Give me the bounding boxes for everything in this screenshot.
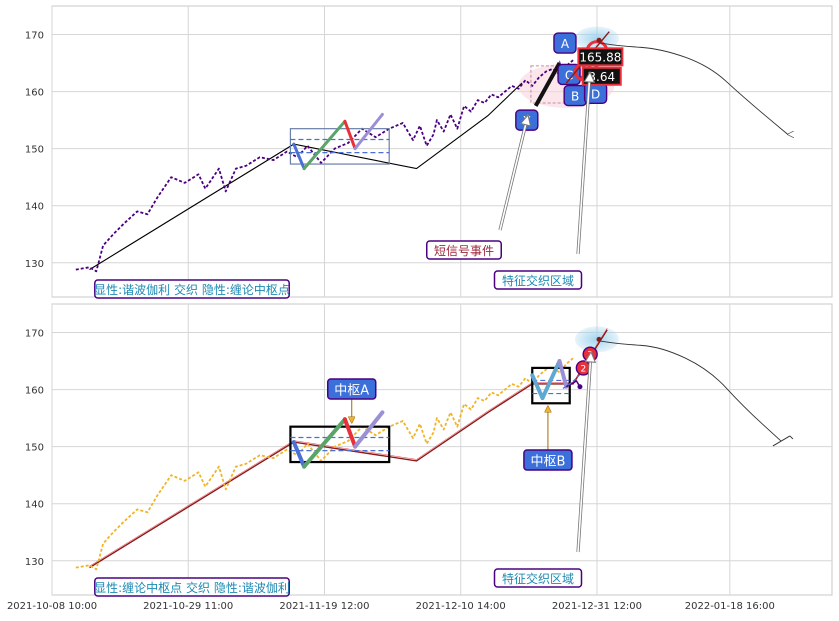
p2-x-tick-label-5: 2022-01-18 16:00 (685, 601, 775, 612)
p1-harmonic-xa (533, 62, 562, 107)
p2-wave-4 (530, 373, 545, 401)
p1-price-line (75, 59, 574, 273)
p1-callout-1-box (577, 47, 624, 67)
p2-x-tick-label-1: 2021-10-29 11:00 (143, 601, 233, 612)
p2-x-tick-label-3: 2021-12-10 14:00 (416, 601, 506, 612)
p2-annotation-zhongshu-b: 中枢B (530, 455, 565, 470)
p2-y-tick-label-2: 150 (25, 443, 44, 454)
p1-arrow-zone-inner (577, 71, 591, 255)
p2-wave-3 (353, 410, 385, 449)
p1-annotation-signal: 短信号事件 (434, 244, 494, 258)
p1-harmonic-point-B: B (571, 90, 579, 104)
p2-annotation-zhongshu-a-box (326, 378, 377, 400)
p2-price-line (75, 357, 574, 571)
p2-annotation-zone: 特征交织区域 (502, 571, 574, 586)
p2-projection-end-cap (772, 435, 791, 447)
bottom-panel-x-ticks: 2021-10-08 10:00 2021-10-29 11:00 2021-11-… (7, 601, 775, 612)
bottom-panel-grid (51, 304, 832, 595)
bottom-panel-y-ticks: 130 140 150 160 170 (25, 329, 44, 568)
p1-callout-value-2: 3.64 (588, 70, 615, 84)
p2-wave-6 (557, 359, 569, 389)
p2-y-tick-label-0: 130 (25, 557, 44, 568)
p1-y-tick-label-4: 170 (25, 31, 44, 42)
p2-annotation-legend: 显性:缠论中枢点 交织 隐性:谐波伽利 (94, 580, 290, 595)
p1-annotation-signal-box (426, 240, 502, 260)
p2-annotation-legend-box (94, 577, 290, 597)
p1-harmonic-point-D: D (591, 87, 600, 101)
p1-trend-line (89, 82, 523, 271)
p2-x-tick-label-2: 2021-11-19 12:00 (279, 601, 369, 612)
p1-annotation-zone-box (493, 270, 583, 290)
p1-wave-3 (353, 112, 384, 151)
p2-projection-curve (600, 340, 782, 442)
p2-wave-1 (302, 417, 347, 469)
p1-wave-1 (302, 119, 347, 171)
p1-y-tick-label-1: 140 (25, 202, 44, 213)
p1-y-tick-label-3: 160 (25, 88, 44, 99)
p1-annotation-zone: 特征交织区域 (502, 273, 574, 288)
p1-wave-2 (343, 119, 357, 151)
p2-y-tick-label-3: 160 (25, 386, 44, 397)
p1-projection-curve (600, 42, 787, 134)
p1-wave-0 (292, 142, 306, 171)
p2-annotation-zhongshu-a: 中枢A (334, 384, 369, 399)
p2-wave-0 (291, 440, 307, 469)
p2-x-tick-label-4: 2021-12-31 12:00 (552, 601, 642, 612)
p2-y-tick-label-4: 170 (25, 329, 44, 340)
p1-y-tick-label-2: 150 (25, 145, 44, 156)
p1-tip-dot (596, 37, 602, 43)
p2-wave-5 (540, 359, 562, 401)
p1-callout-value-1: 165.88 (579, 50, 621, 64)
p1-harmonic-point-A: A (561, 37, 570, 51)
p1-arrow-zone-head (583, 70, 596, 83)
p2-annotation-zone-box (493, 568, 583, 588)
top-panel-y-ticks: 130 140 150 160 170 (25, 31, 44, 270)
p1-y-tick-label-0: 130 (25, 259, 44, 270)
p2-tail-dot (577, 384, 583, 390)
p2-x-tick-label-0: 2021-10-08 10:00 (7, 601, 97, 612)
p2-y-tick-label-1: 140 (25, 500, 44, 511)
p1-harmonic-point-box-1 (553, 32, 577, 54)
p1-annotation-legend: 显性:谐波伽利 交织 隐性:缠论中枢点 (94, 282, 290, 297)
p2-tip-dot (596, 336, 602, 342)
p2-marker-label-2: 2 (580, 364, 586, 374)
p2-arrow-zone-head (584, 350, 597, 363)
p2-wave-2 (342, 417, 358, 449)
p2-projection-end-cap-b (789, 435, 794, 440)
p2-annotation-zhongshu-b-box (523, 449, 573, 471)
p2-arrow-zone-inner (577, 351, 592, 553)
p1-arrow-signal-head (519, 113, 532, 127)
bottom-panel-marks: 23中枢A中枢B特征交织区域显性:缠论中枢点 交织 隐性:谐波伽利 (75, 326, 794, 597)
bottom-panel-frame (51, 303, 833, 596)
p1-harmonic-point-C: C (565, 68, 573, 82)
p1-arrow-signal-inner (499, 114, 529, 231)
p1-annotation-legend-box (94, 279, 290, 299)
